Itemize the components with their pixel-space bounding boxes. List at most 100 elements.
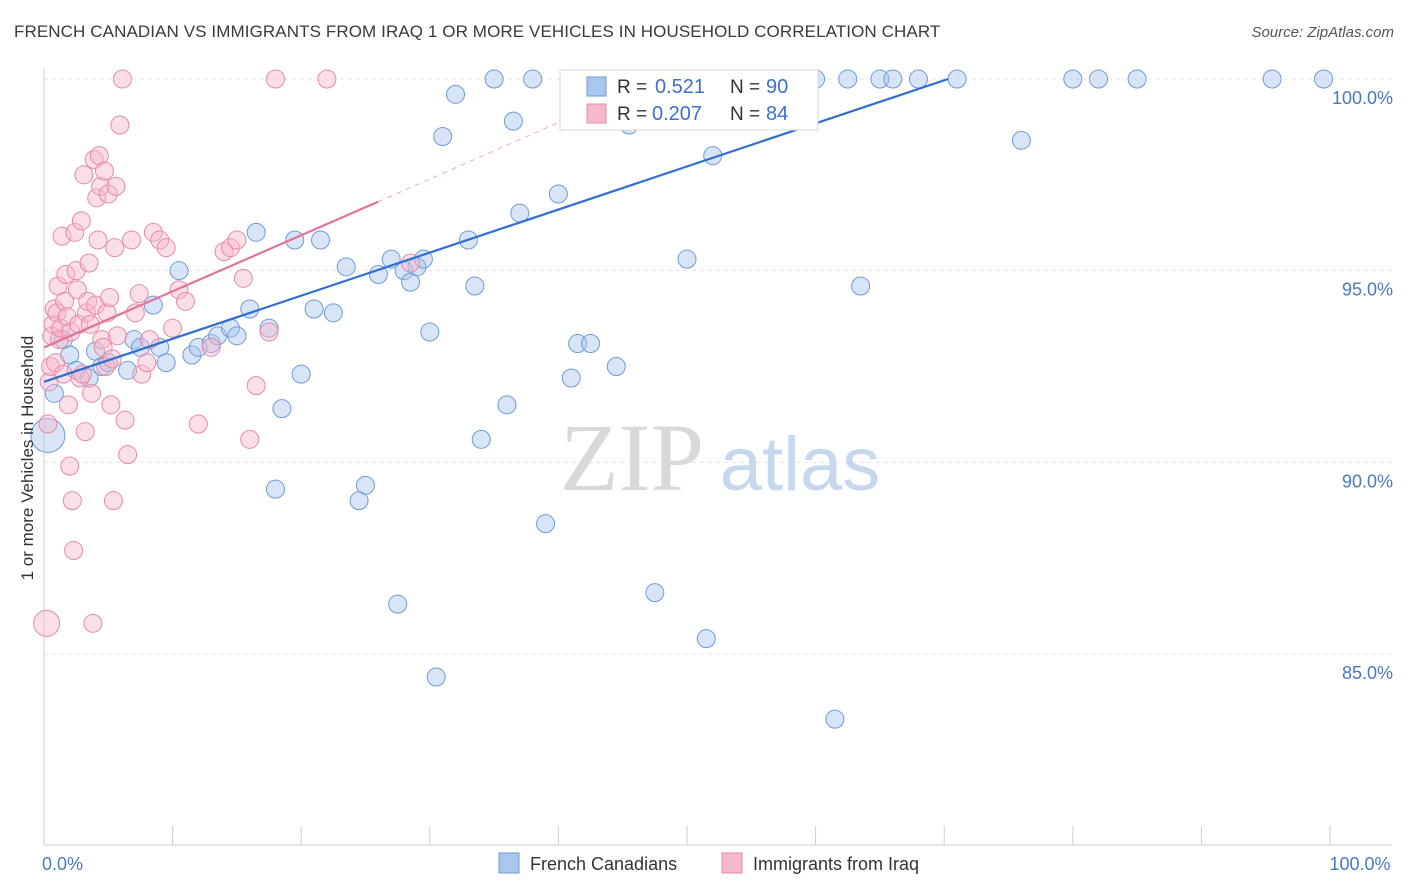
legend-n-value-pink: 84	[766, 103, 788, 125]
point-s1-81	[265, 69, 285, 89]
point-s0-79	[851, 276, 871, 296]
y-tick-label-3: 100.0%	[1332, 88, 1393, 108]
point-s0-28	[291, 364, 311, 384]
bottom-legend-label-iraq: Immigrants from Iraq	[753, 854, 919, 874]
point-s1-70	[169, 280, 189, 300]
legend-r-value-pink: 0.207	[652, 103, 702, 125]
point-s0-88	[1262, 69, 1282, 89]
point-s0-30	[310, 230, 330, 250]
point-s0-58	[581, 334, 601, 353]
point-s1-67	[150, 230, 170, 250]
point-s1-21	[64, 541, 84, 560]
trend-line-1	[43, 200, 379, 349]
point-s0-86	[1089, 69, 1109, 89]
point-s1-8	[47, 303, 67, 323]
point-s1-72	[188, 414, 208, 434]
point-s0-44	[433, 127, 453, 146]
point-s1-58	[115, 410, 135, 430]
point-s0-54	[536, 514, 556, 534]
point-s1-0	[33, 609, 61, 637]
point-s1-39	[87, 188, 107, 208]
point-s1-75	[220, 238, 240, 258]
point-s1-35	[82, 383, 102, 403]
point-s0-9	[118, 360, 138, 380]
point-s1-64	[137, 353, 157, 373]
point-s0-81	[883, 69, 903, 89]
point-s1-43	[92, 330, 112, 350]
point-s0-83	[947, 69, 967, 89]
point-s0-23	[246, 222, 266, 242]
point-s1-1	[38, 414, 58, 434]
point-s1-55	[107, 326, 127, 346]
point-s0-45	[446, 84, 466, 104]
y-tick-label-2: 95.0%	[1342, 280, 1393, 300]
point-s0-85	[1063, 69, 1083, 89]
point-s1-59	[118, 445, 138, 465]
chart-source: Source: ZipAtlas.com	[1251, 24, 1394, 41]
point-s1-45	[94, 161, 114, 181]
point-s1-78	[240, 429, 260, 449]
series-layer	[30, 69, 1334, 729]
point-s1-53	[105, 238, 125, 258]
point-s1-60	[121, 230, 141, 250]
point-s1-30	[75, 422, 95, 442]
point-s1-63	[132, 364, 152, 384]
legend-r-label-blue: R =	[617, 77, 647, 98]
point-s0-60	[606, 357, 626, 376]
point-s0-70	[696, 629, 716, 649]
point-s0-68	[677, 249, 697, 269]
y-tick-label-1: 90.0%	[1342, 471, 1393, 491]
point-s0-31	[323, 303, 343, 323]
legend-swatch-blue	[586, 76, 607, 97]
watermark: ZIP atlas	[560, 404, 880, 511]
chart-title: FRENCH CANADIAN VS IMMIGRANTS FROM IRAQ …	[14, 22, 941, 41]
point-s0-49	[484, 69, 504, 89]
x-tick-label-0: 0.0%	[42, 854, 83, 874]
point-s1-7	[46, 353, 66, 373]
watermark-zip: ZIP	[560, 404, 704, 511]
point-s0-53	[523, 69, 543, 89]
legend-r-value-blue: 0.521	[655, 76, 705, 98]
point-s1-82	[317, 69, 337, 89]
point-s0-43	[426, 667, 446, 687]
point-s0-56	[561, 368, 581, 388]
point-s0-29	[304, 299, 324, 319]
point-s1-12	[52, 226, 72, 246]
top-legend: R = 0.521 N = 90 R = 0.207 N = 84	[559, 69, 819, 131]
point-s0-84	[1011, 130, 1031, 150]
point-s1-69	[163, 318, 183, 338]
point-s1-68	[156, 238, 176, 258]
legend-n-value-blue: 90	[766, 76, 788, 98]
point-s1-50	[101, 395, 121, 415]
point-s1-52	[103, 491, 123, 511]
point-s0-50	[497, 395, 517, 415]
point-s0-51	[503, 111, 523, 131]
point-s0-78	[838, 69, 858, 89]
point-s0-16	[182, 345, 202, 365]
point-s0-48	[471, 429, 491, 449]
point-s1-62	[129, 284, 149, 304]
watermark-atlas: atlas	[720, 422, 881, 507]
y-tick-label-0: 85.0%	[1342, 663, 1393, 683]
bottom-legend: French Canadians Immigrants from Iraq	[498, 852, 919, 874]
point-s1-42	[91, 176, 111, 196]
point-s1-54	[106, 176, 126, 196]
y-axis-label: 1 or more Vehicles in Household	[18, 336, 37, 581]
point-s1-14	[55, 291, 75, 311]
legend-swatch-pink	[586, 103, 607, 124]
point-s1-16	[57, 307, 77, 327]
point-s1-57	[112, 69, 132, 89]
point-s1-29	[74, 165, 94, 185]
point-s0-37	[388, 594, 408, 614]
point-s1-76	[227, 230, 247, 250]
bottom-legend-swatch-iraq	[721, 852, 743, 874]
point-s1-17	[58, 395, 78, 415]
point-s1-56	[110, 115, 130, 135]
point-s0-32	[336, 257, 356, 277]
point-s1-77	[233, 268, 253, 288]
point-s1-71	[175, 291, 195, 311]
point-s0-1	[44, 383, 64, 403]
point-s0-21	[227, 326, 247, 346]
axes: 0.0% 100.0% 85.0% 90.0% 95.0% 100.0%	[42, 68, 1393, 874]
